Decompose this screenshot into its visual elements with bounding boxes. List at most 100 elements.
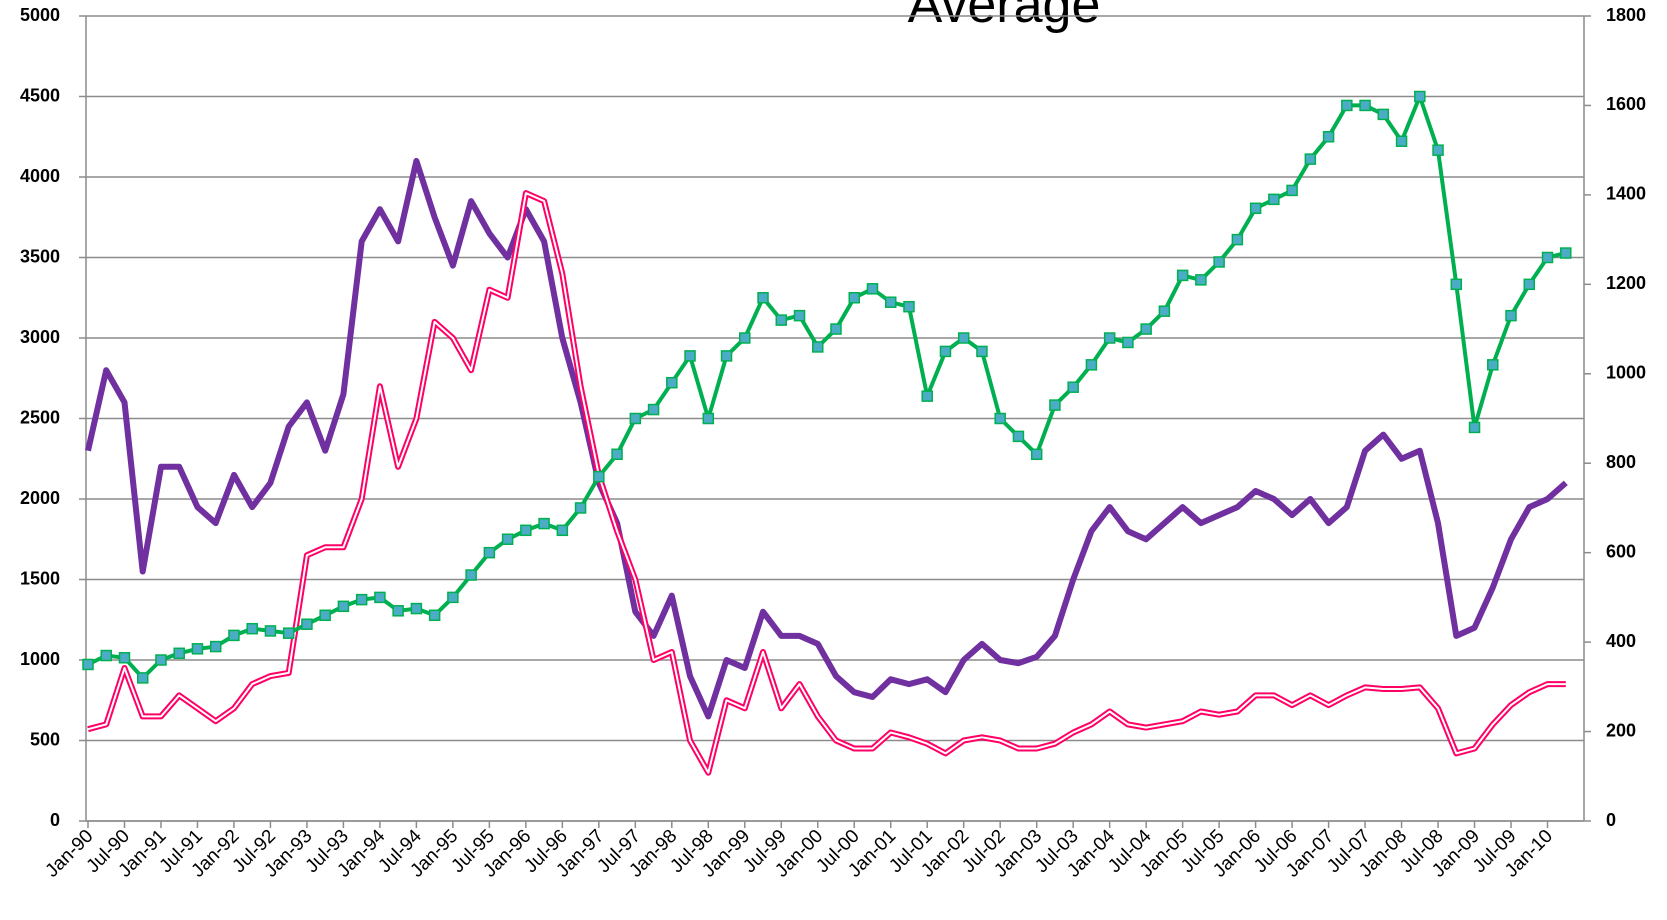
- series-marker: [556, 524, 569, 537]
- series-marker: [1450, 278, 1463, 291]
- series-marker: [775, 314, 788, 326]
- y-tick-label: 4000: [20, 166, 60, 186]
- series-marker: [684, 350, 696, 362]
- y-tick-label: 3000: [20, 327, 60, 347]
- series-marker: [1012, 430, 1025, 443]
- series-marker: [939, 345, 952, 358]
- series-marker: [1487, 359, 1499, 371]
- y2-tick-label: 600: [1606, 541, 1636, 561]
- series-marker: [884, 296, 897, 308]
- series-marker: [155, 654, 167, 666]
- series-marker: [812, 341, 824, 353]
- series-marker: [647, 403, 660, 416]
- y2-tick-label: 1800: [1606, 5, 1646, 25]
- series-marker: [301, 618, 313, 630]
- y-tick-label: 500: [30, 729, 60, 749]
- series-marker: [1103, 332, 1116, 344]
- series-marker: [374, 591, 386, 604]
- series-marker: [666, 376, 678, 389]
- series-marker: [793, 309, 806, 322]
- y-tick-label: 2500: [20, 407, 60, 427]
- series-marker: [757, 292, 769, 304]
- series-marker: [520, 524, 532, 537]
- x-tick-label: Jan-90: [42, 826, 98, 882]
- series-marker: [1085, 359, 1098, 371]
- series-marker: [1341, 99, 1353, 112]
- series-marker: [1541, 251, 1554, 264]
- series-marker: [538, 517, 550, 530]
- series-marker: [282, 627, 295, 639]
- y-tick-label: 1000: [20, 649, 60, 669]
- y2-tick-label: 200: [1606, 720, 1636, 740]
- series-marker: [1505, 309, 1517, 322]
- series-line: [85, 157, 1568, 720]
- series-marker: [1213, 256, 1225, 268]
- series-marker: [830, 323, 842, 335]
- series-line: [87, 94, 1567, 680]
- series-marker: [428, 609, 441, 622]
- series-marker: [1067, 381, 1079, 393]
- y-tick-label: 5000: [20, 5, 60, 25]
- series-marker: [720, 350, 733, 362]
- series-marker: [228, 629, 240, 642]
- series-marker: [465, 569, 477, 581]
- series-marker: [447, 591, 459, 604]
- chart-title: Average: [908, 0, 1101, 34]
- series-marker: [319, 609, 331, 622]
- series-marker: [410, 602, 423, 615]
- series-marker: [1304, 153, 1317, 165]
- series-marker: [1249, 202, 1262, 215]
- series-marker: [337, 600, 350, 613]
- series-marker: [1468, 421, 1481, 434]
- y-tick-label: 4500: [20, 85, 60, 105]
- series-line: [87, 190, 1566, 776]
- series-marker: [355, 593, 368, 606]
- series-marker: [574, 502, 587, 514]
- series-marker: [1049, 399, 1061, 411]
- y-tick-label: 1500: [20, 568, 60, 588]
- y2-tick-label: 400: [1606, 631, 1636, 651]
- series-marker: [1268, 193, 1280, 206]
- series-marker: [976, 345, 988, 358]
- series-marker: [246, 622, 258, 635]
- y-tick-label: 2000: [20, 488, 60, 508]
- y-tick-label: 0: [50, 810, 60, 830]
- y2-tick-label: 1000: [1606, 363, 1646, 383]
- series-marker: [1560, 247, 1572, 259]
- series-marker: [1286, 184, 1298, 197]
- series-marker: [611, 448, 623, 461]
- series-marker: [1122, 336, 1134, 349]
- y2-tick-label: 1200: [1606, 273, 1646, 293]
- series-marker: [848, 292, 860, 304]
- series-marker: [501, 533, 514, 545]
- series-marker: [702, 412, 715, 425]
- series-marker: [136, 672, 149, 684]
- series-marker: [739, 332, 751, 344]
- y2-tick-label: 0: [1606, 810, 1616, 830]
- series-marker: [994, 412, 1006, 425]
- series-marker: [593, 470, 605, 483]
- series-marker: [1140, 323, 1152, 335]
- series-marker: [866, 283, 879, 295]
- series-marker: [629, 412, 642, 425]
- series-marker: [1523, 278, 1536, 291]
- series-marker: [264, 625, 277, 637]
- series-marker: [1359, 99, 1371, 112]
- series-marker: [100, 649, 112, 662]
- series-marker: [82, 658, 94, 671]
- series-marker: [1395, 135, 1408, 147]
- series-marker: [1322, 131, 1335, 143]
- y2-tick-label: 800: [1606, 452, 1636, 472]
- series-marker: [1030, 448, 1043, 461]
- series-marker: [209, 640, 222, 653]
- series-marker: [1377, 108, 1390, 121]
- series-marker: [1158, 305, 1171, 317]
- series-line-inner: [87, 192, 1566, 774]
- series-marker: [191, 643, 204, 655]
- series-marker: [118, 652, 131, 664]
- series-marker: [392, 605, 404, 617]
- series-marker: [173, 647, 185, 660]
- y2-tick-label: 1400: [1606, 184, 1646, 204]
